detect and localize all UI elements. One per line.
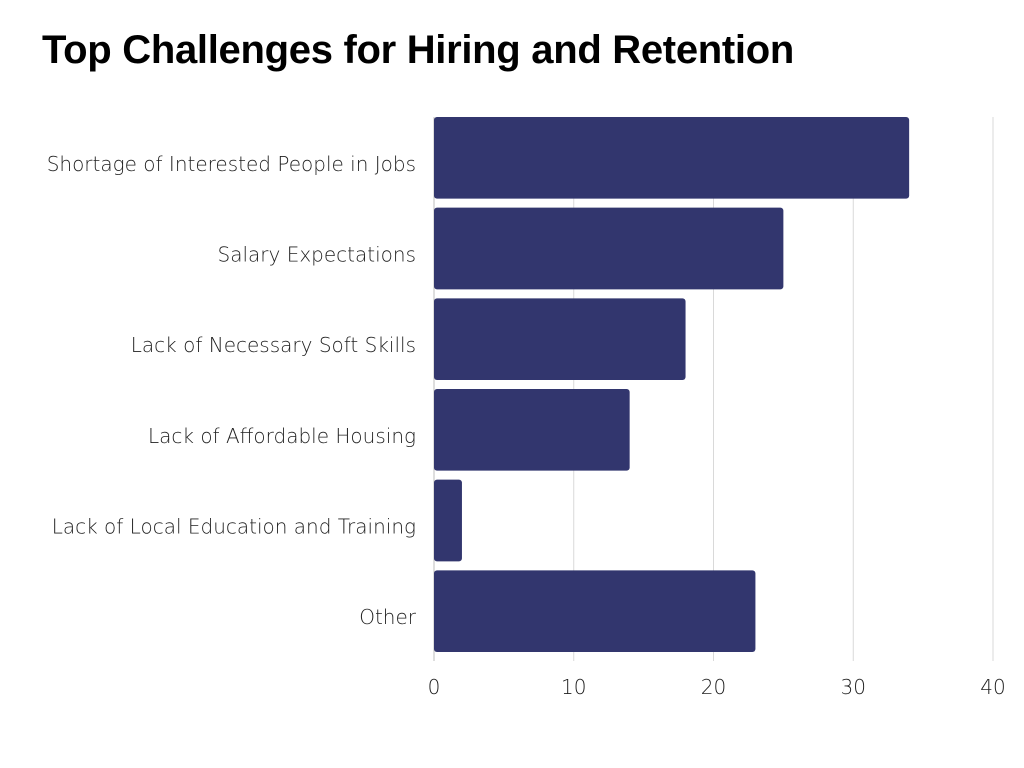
x-tick-label: 20	[701, 675, 726, 699]
x-tick-label: 40	[980, 675, 1005, 699]
category-label: Shortage of Interested People in Jobs	[47, 152, 416, 176]
category-label: Lack of Local Education and Training	[52, 515, 416, 539]
category-label: Salary Expectations	[218, 243, 416, 267]
x-tick-label: 10	[561, 675, 586, 699]
category-label: Lack of Affordable Housing	[148, 424, 416, 448]
category-label: Other	[359, 605, 417, 629]
x-tick-labels: 0 10 20 30 40	[428, 675, 1006, 699]
category-labels: Shortage of Interested People in Jobs Sal…	[47, 152, 417, 629]
x-tick-label: 0	[428, 675, 441, 699]
bars	[434, 117, 910, 652]
bar	[434, 570, 756, 652]
category-label: Lack of Necessary Soft Skills	[131, 333, 416, 357]
bar	[434, 207, 784, 290]
bar	[434, 117, 910, 199]
bar	[434, 298, 686, 380]
x-tick-label: 30	[841, 675, 866, 699]
chart-title: Top Challenges for Hiring and Retention	[42, 28, 795, 72]
bar	[434, 389, 630, 471]
bar	[434, 479, 462, 562]
